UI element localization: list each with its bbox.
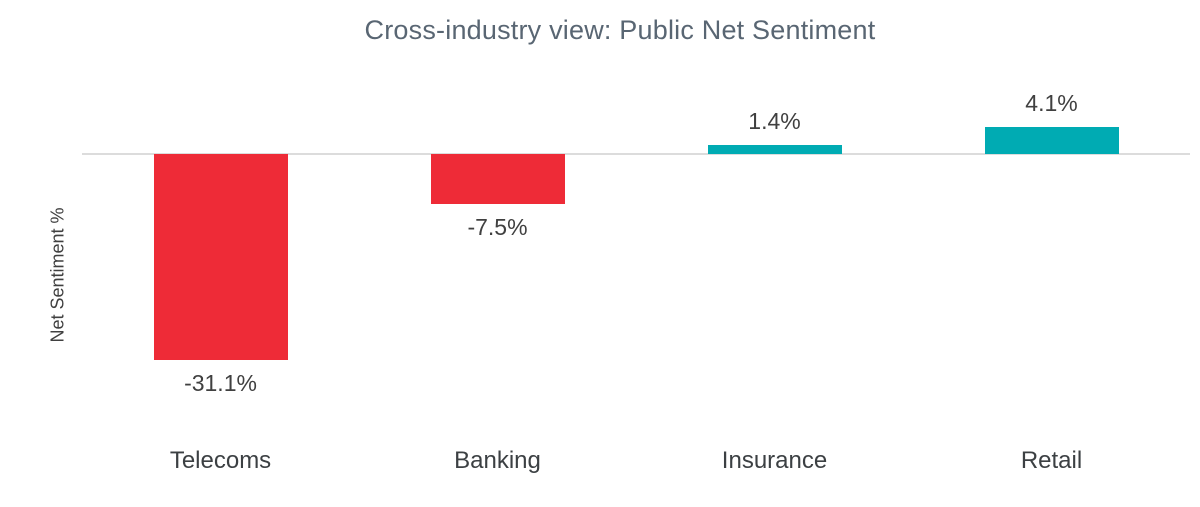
value-label-banking: -7.5% [467, 214, 528, 240]
bar-insurance [707, 145, 842, 154]
y-axis-label: Net Sentiment % [47, 207, 68, 343]
category-column-retail: 4.1% Retail [913, 0, 1190, 507]
bar-telecoms [153, 154, 288, 360]
value-label-telecoms: -31.1% [184, 370, 257, 396]
category-label-insurance: Insurance [721, 447, 828, 474]
chart-title: Cross-industry view: Public Net Sentimen… [364, 15, 876, 45]
zero-axis-line [82, 153, 1190, 155]
bar-banking [430, 154, 565, 204]
category-label-banking: Banking [454, 447, 541, 474]
category-column-insurance: 1.4% Insurance [636, 0, 913, 507]
category-column-banking: -7.5% Banking [359, 0, 636, 507]
value-label-retail: 4.1% [1025, 90, 1078, 116]
bar-retail [984, 127, 1119, 154]
category-label-telecoms: Telecoms [169, 447, 272, 474]
category-column-telecoms: -31.1% Telecoms [82, 0, 359, 507]
category-label-retail: Retail [1020, 447, 1083, 474]
value-label-insurance: 1.4% [748, 108, 801, 134]
plot-area: -31.1% Telecoms -7.5% Banking 1.4% Insurance 4… [82, 0, 1190, 507]
